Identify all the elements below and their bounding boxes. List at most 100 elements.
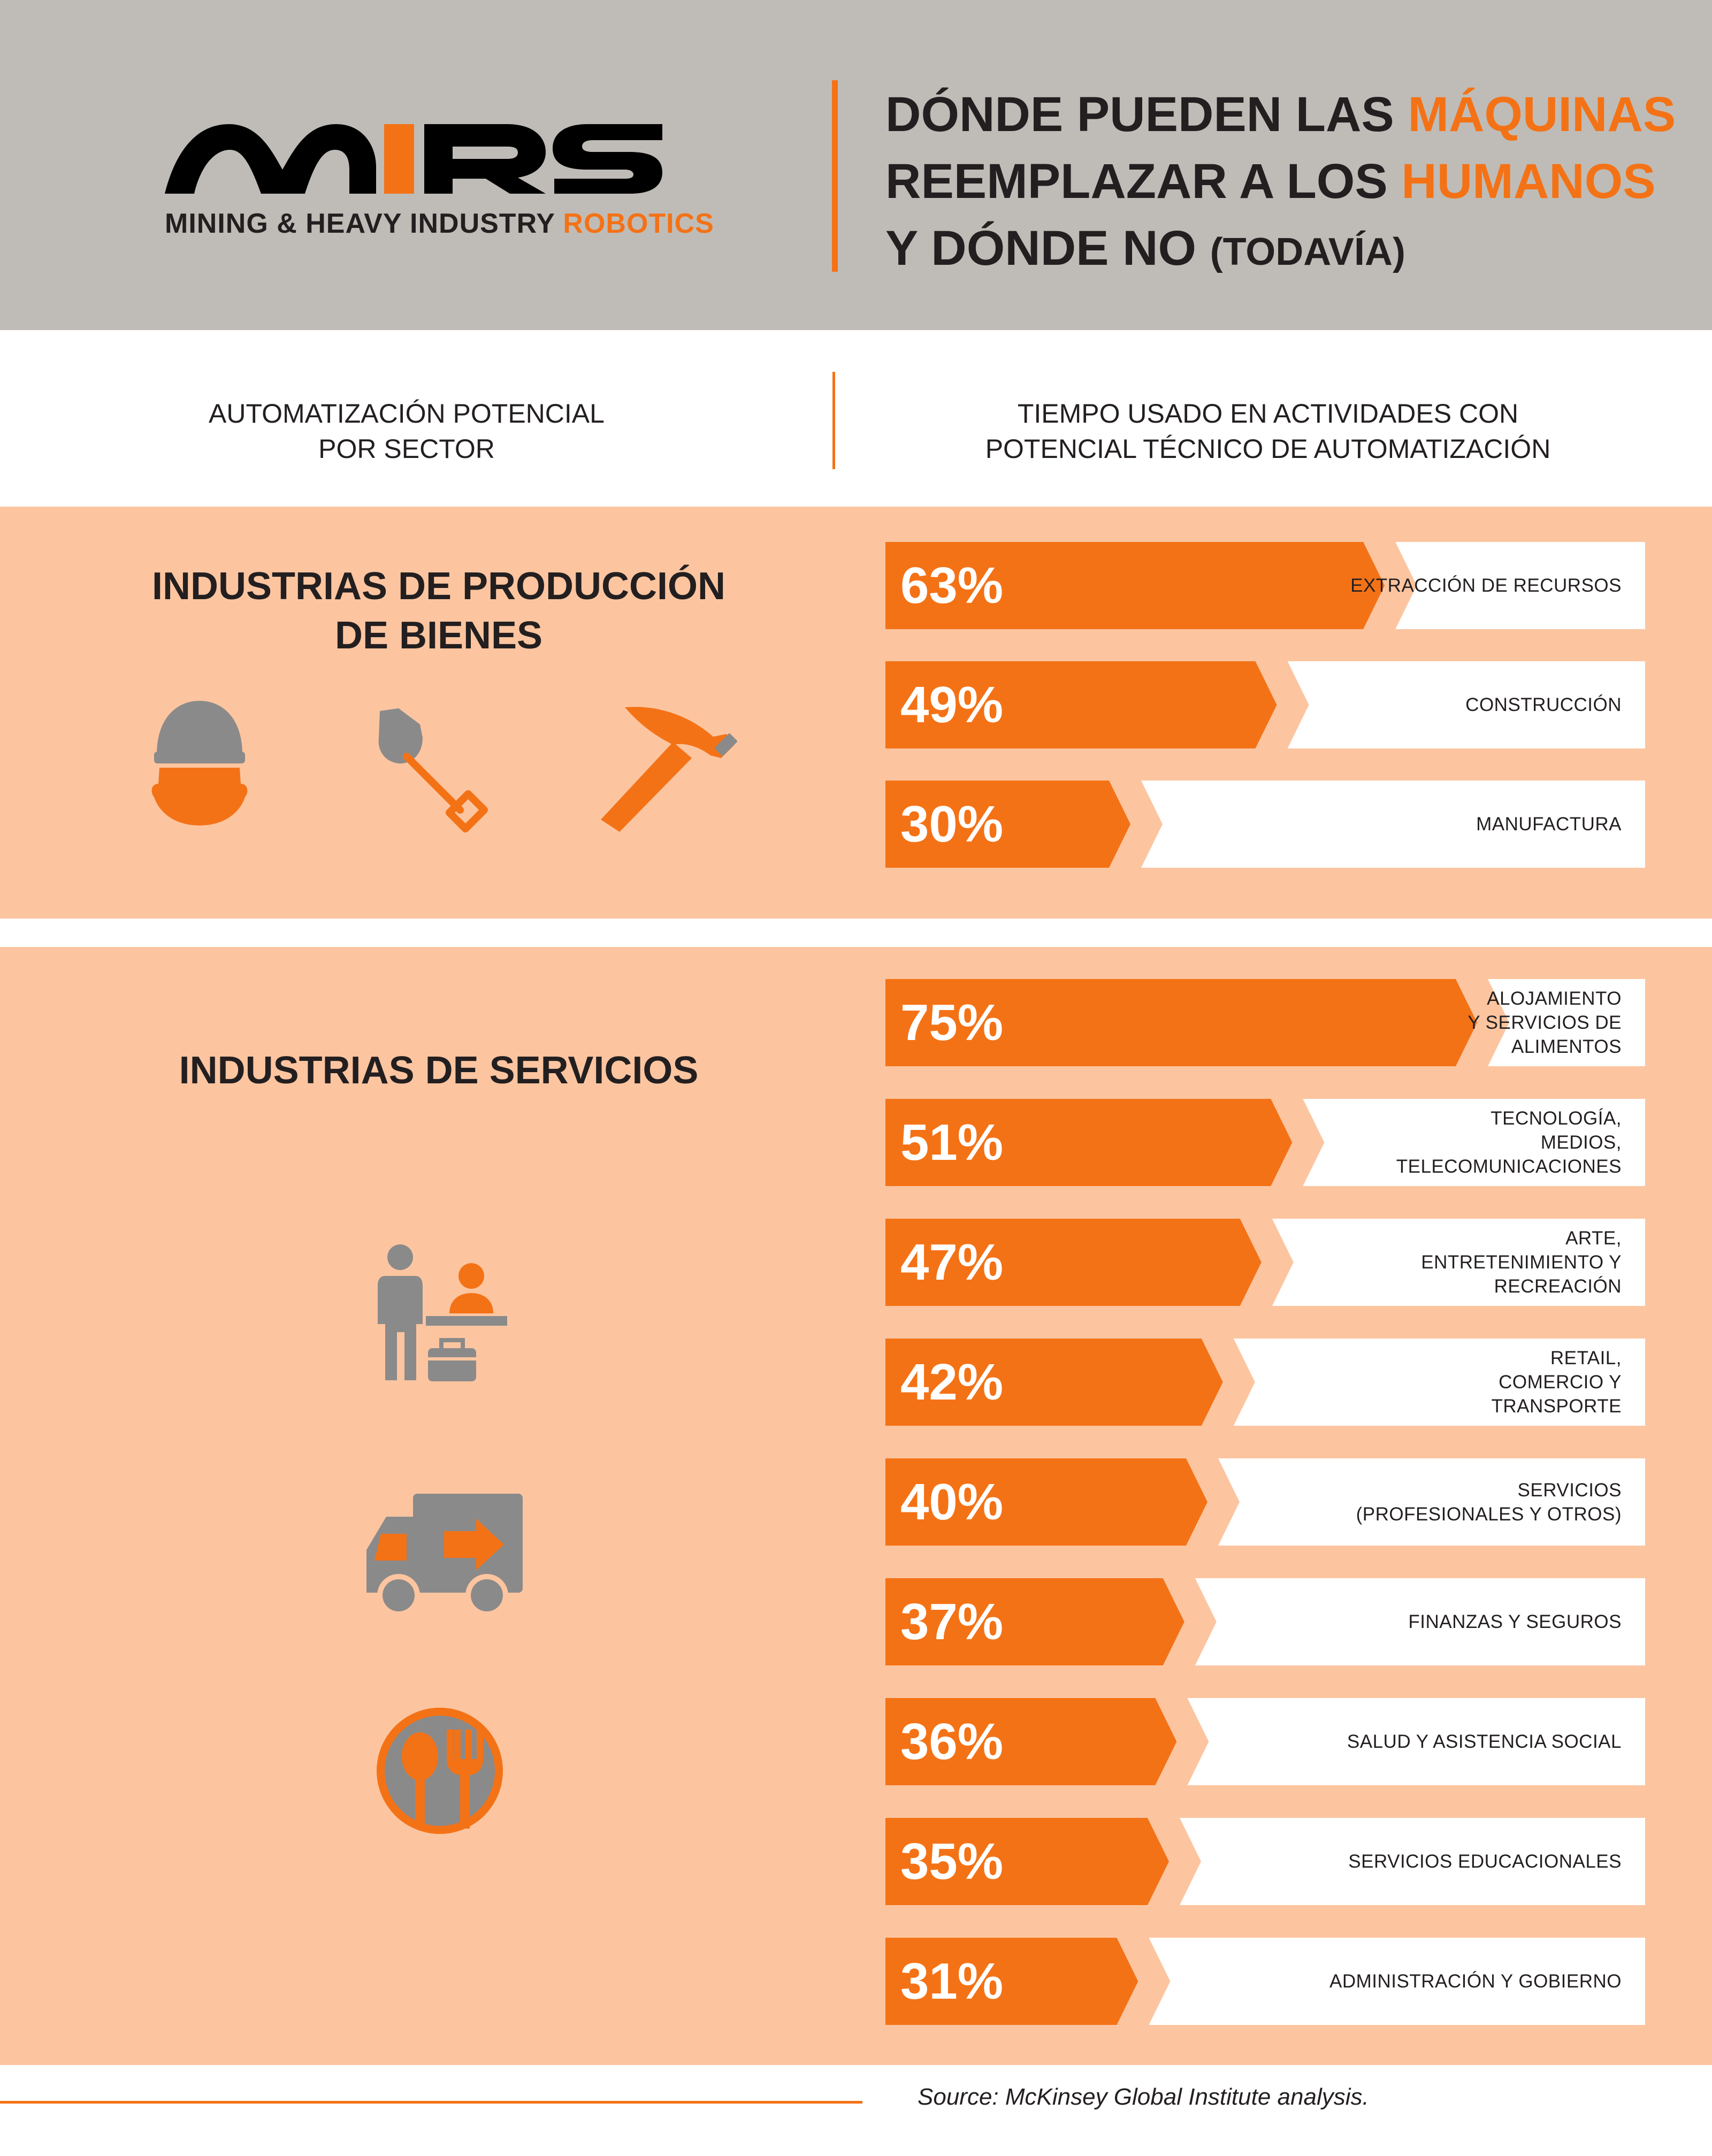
bar-value-label: 42%	[900, 1354, 1004, 1411]
bar-arrow-shadow	[1148, 1818, 1201, 1905]
logo-subtitle-main: MINING & HEAVY INDUSTRY	[165, 208, 563, 239]
bar-value-label: 63%	[900, 557, 1004, 614]
bar-row: 42% RETAIL, COMERCIO Y TRANSPORTE	[885, 1339, 1645, 1426]
bar-arrow	[885, 661, 1309, 748]
bar-row: 37% FINANZAS Y SEGUROS	[885, 1578, 1645, 1665]
bar-value-arrow	[885, 1818, 1169, 1905]
bar-value-label: 37%	[900, 1593, 1004, 1650]
bar-value-label: 30%	[900, 796, 1004, 853]
bar-arrow-shadow	[1363, 542, 1417, 629]
source-note: Source: McKinsey Global Institute analys…	[918, 2084, 1369, 2110]
column-heading-time: TIEMPO USADO EN ACTIVIDADES CON POTENCIA…	[985, 399, 1551, 464]
bar-row: 47% ARTE, ENTRETENIMIENTO Y RECREACIÓN	[885, 1219, 1645, 1306]
services-panel: INDUSTRIAS DE SERVICIOS 75% ALOJAMIENTO Y…	[0, 947, 1712, 2065]
bar-value-arrow	[885, 1219, 1262, 1306]
bar-category-label: SERVICIOS (PROFESIONALES Y OTROS)	[1356, 1479, 1622, 1525]
bar-value-arrow	[885, 1698, 1177, 1785]
bar-arrow-shadow	[1271, 1099, 1325, 1186]
bar-category-label: SALUD Y ASISTENCIA SOCIAL	[1347, 1731, 1622, 1752]
bar-arrow-shadow	[1155, 1698, 1209, 1785]
bar-row: 49% CONSTRUCCIÓN	[885, 661, 1645, 748]
bar-arrow-shadow	[1109, 781, 1163, 868]
bar-arrow-shadow	[1163, 1578, 1217, 1665]
bar-value-label: 35%	[900, 1833, 1004, 1890]
bar-arrow	[885, 979, 1509, 1066]
bar-arrow	[885, 1698, 1209, 1785]
logo-subtitle-accent: ROBOTICS	[563, 208, 714, 239]
bar-value-arrow	[885, 1458, 1207, 1546]
bar-row: 51% TECNOLOGÍA, MEDIOS, TELECOMUNICACIONE…	[885, 1099, 1645, 1186]
title-line2-b: HUMANOS	[1401, 154, 1656, 209]
title-line2-a: REEMPLAZAR A LOS	[885, 154, 1402, 209]
title-line3-a: Y DÓNDE NO	[885, 221, 1210, 276]
bar-category-label: ALOJAMIENTO Y SERVICIOS DE ALIMENTOS	[1468, 988, 1622, 1057]
bar-arrow-shadow	[1240, 1219, 1294, 1306]
mirs-logo	[165, 124, 662, 194]
bar-row: 31% ADMINISTRACIÓN Y GOBIERNO	[885, 1938, 1645, 2025]
bar-value-arrow	[885, 1938, 1138, 2025]
footer-line	[0, 2101, 862, 2104]
spoon-fork-icon	[377, 1708, 503, 1834]
bar-arrow-shadow	[1201, 1339, 1255, 1426]
hammer-icon	[601, 707, 737, 832]
bar-row: 30% MANUFACTURA	[885, 781, 1645, 868]
bar-category-label: ADMINISTRACIÓN Y GOBIERNO	[1329, 1971, 1622, 1992]
worker-helmet-icon	[151, 701, 248, 825]
bar-category-label: CONSTRUCCIÓN	[1465, 694, 1622, 715]
services-sector-title: INDUSTRIAS DE SERVICIOS	[179, 1049, 699, 1092]
delivery-truck-icon	[366, 1494, 523, 1617]
bar-arrow	[885, 1458, 1240, 1546]
bar-value-arrow	[885, 661, 1277, 748]
bar-value-arrow	[885, 1339, 1223, 1426]
bar-value-label: 36%	[900, 1713, 1004, 1770]
bar-category-label: ARTE, ENTRETENIMIENTO Y RECREACIÓN	[1421, 1228, 1622, 1297]
bar-arrow-shadow	[1255, 661, 1309, 748]
goods-sector-title: INDUSTRIAS DE PRODUCCIÓN DE BIENES	[151, 565, 726, 657]
bar-arrow-shadow	[1117, 1938, 1171, 2025]
bar-arrow	[885, 781, 1163, 868]
bar-row: 35% SERVICIOS EDUCACIONALES	[885, 1818, 1645, 1905]
bar-row: 40% SERVICIOS (PROFESIONALES Y OTROS)	[885, 1458, 1645, 1546]
bar-value-label: 51%	[900, 1114, 1004, 1171]
header-banner: MINING & HEAVY INDUSTRY ROBOTICS DÓNDE P…	[0, 0, 1712, 330]
bar-category-label: EXTRACCIÓN DE RECURSOS	[1350, 575, 1622, 596]
bar-category-label: SERVICIOS EDUCACIONALES	[1348, 1851, 1622, 1872]
bar-arrow	[885, 1099, 1325, 1186]
column-heading-sector: AUTOMATIZACIÓN POTENCIAL POR SECTOR	[209, 399, 605, 464]
bar-value-label: 47%	[900, 1234, 1004, 1291]
bar-value-arrow	[885, 781, 1130, 868]
bar-arrow	[885, 542, 1417, 629]
reception-desk-icon	[378, 1244, 507, 1381]
bar-category-label: RETAIL, COMERCIO Y TRANSPORTE	[1491, 1348, 1622, 1417]
bar-arrow-shadow	[1456, 979, 1509, 1066]
bar-value-arrow	[885, 979, 1477, 1066]
bar-arrow	[885, 1578, 1217, 1665]
bar-value-label: 31%	[900, 1953, 1004, 2010]
title-line1-a: DÓNDE PUEDEN LAS	[885, 87, 1408, 142]
bar-category-label: FINANZAS Y SEGUROS	[1408, 1611, 1622, 1632]
bar-arrow	[885, 1219, 1294, 1306]
page-title: DÓNDE PUEDEN LAS MÁQUINAS REEMPLAZAR A L…	[885, 81, 1688, 286]
goods-panel: INDUSTRIAS DE PRODUCCIÓN DE BIENES 63% EX…	[0, 507, 1712, 919]
title-line3-b: (TODAVÍA)	[1210, 231, 1405, 273]
bar-row: 75% ALOJAMIENTO Y SERVICIOS DE ALIMENTOS	[885, 979, 1645, 1066]
bar-arrow	[885, 1339, 1255, 1426]
bar-category-label: TECNOLOGÍA, MEDIOS, TELECOMUNICACIONES	[1396, 1108, 1622, 1177]
bar-value-label: 49%	[900, 676, 1004, 733]
bar-value-arrow	[885, 1578, 1184, 1665]
title-line1-b: MÁQUINAS	[1408, 87, 1676, 142]
bar-value-label: 40%	[900, 1473, 1004, 1531]
bar-value-arrow	[885, 1099, 1293, 1186]
bar-value-arrow	[885, 542, 1385, 629]
bar-arrow-shadow	[1186, 1458, 1240, 1546]
bar-arrow	[885, 1818, 1201, 1905]
bar-arrow	[885, 1938, 1171, 2025]
bar-row: 36% SALUD Y ASISTENCIA SOCIAL	[885, 1698, 1645, 1785]
header-divider	[832, 80, 838, 272]
bar-category-label: MANUFACTURA	[1476, 814, 1622, 835]
bar-value-label: 75%	[900, 994, 1004, 1051]
column-divider	[832, 372, 835, 469]
logo-subtitle: MINING & HEAVY INDUSTRY ROBOTICS	[165, 208, 714, 240]
bar-row: 63% EXTRACCIÓN DE RECURSOS	[885, 542, 1645, 629]
shovel-icon	[378, 708, 488, 832]
